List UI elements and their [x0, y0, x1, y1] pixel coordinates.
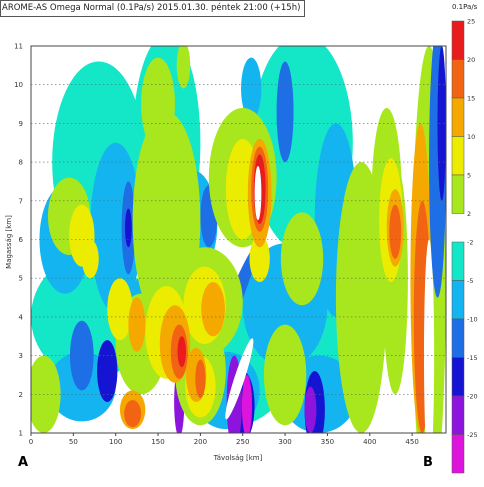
field-region-63 [389, 204, 402, 259]
colorbar-positive: 25 20 15 10 5 2 [451, 18, 475, 218]
x-tick-label-5: 250 [236, 438, 249, 446]
field-region-50 [81, 239, 99, 279]
cbar-neg-swatch-0 [451, 241, 465, 281]
y-tick-label-4: 5 [19, 275, 23, 283]
y-tick-label-3: 4 [19, 313, 24, 321]
cbar-pos-swatch-4 [451, 174, 465, 214]
x-tick-label-0: 0 [29, 438, 33, 446]
field-region-47 [107, 278, 133, 341]
cbar-pos-label-5: 2 [467, 210, 471, 218]
x-tick-label-8: 400 [363, 438, 376, 446]
cbar-neg-swatch-1 [451, 280, 465, 320]
field-region-34 [280, 212, 324, 306]
x-axis-ticks: 0 50 100 150 200 250 300 350 400 450 [29, 433, 419, 446]
cbar-pos-label-4: 5 [467, 172, 471, 180]
y-tick-label-2: 3 [19, 352, 23, 360]
y-tick-label-0: 1 [19, 430, 23, 438]
cbar-pos-swatch-0 [451, 20, 465, 60]
field-region-40 [176, 46, 191, 89]
field-region-28 [276, 61, 294, 163]
field-region-39 [263, 324, 307, 426]
field-region-73 [437, 46, 446, 201]
x-tick-label-1: 50 [69, 438, 78, 446]
plot-frame [30, 45, 447, 434]
x-tick-label-7: 350 [321, 438, 334, 446]
field-region-54 [201, 282, 225, 337]
field-region-60 [195, 359, 206, 399]
cbar-pos-label-1: 20 [467, 56, 475, 64]
omega-field [31, 46, 446, 433]
field-region-66 [254, 165, 262, 221]
field-region-71 [423, 239, 435, 433]
x-axis-label: Távolság [km] [213, 454, 263, 462]
colorbar-unit-label: 0.1Pa/s [452, 3, 478, 11]
y-tick-label-9: 10 [14, 81, 23, 89]
cbar-neg-swatch-5 [451, 434, 465, 474]
y-tick-label-5: 6 [19, 236, 24, 244]
cbar-pos-swatch-1 [451, 59, 465, 99]
section-start-label: A [18, 455, 29, 470]
section-end-label: B [423, 455, 433, 470]
cbar-neg-label-0: -2 [467, 239, 473, 247]
cbar-pos-label-3: 10 [467, 133, 475, 141]
field-region-36 [31, 355, 61, 433]
field-region-17 [69, 320, 94, 391]
y-axis-label: Magasság [km] [5, 215, 13, 269]
y-axis-ticks: 1 2 3 4 5 6 7 8 9 10 11 [14, 43, 23, 438]
field-region-65 [177, 336, 186, 368]
cbar-pos-label-0: 25 [467, 18, 475, 26]
cbar-neg-label-4: -20 [467, 393, 478, 401]
cbar-pos-swatch-3 [451, 136, 465, 176]
field-region-62 [124, 400, 142, 428]
x-tick-label-3: 150 [151, 438, 164, 446]
field-region-67 [225, 338, 254, 420]
field-region-48 [249, 235, 270, 283]
field-region-53 [128, 297, 146, 352]
cbar-neg-swatch-3 [451, 357, 465, 397]
cbar-neg-label-1: -5 [467, 277, 473, 285]
y-tick-label-10: 11 [14, 43, 23, 51]
x-tick-label-4: 200 [194, 438, 207, 446]
field-region-23 [304, 386, 317, 433]
field-region-16 [125, 208, 132, 248]
cbar-neg-label-2: -10 [467, 316, 478, 324]
cbar-neg-label-5: -25 [467, 431, 478, 439]
colorbar-negative: -2 -5 -10 -15 -20 -25 [451, 239, 478, 474]
y-tick-label-1: 2 [19, 391, 23, 399]
cbar-neg-swatch-2 [451, 318, 465, 358]
y-tick-label-8: 9 [19, 120, 23, 128]
field-region-18 [97, 340, 118, 403]
x-tick-label-2: 100 [109, 438, 122, 446]
cbar-pos-label-2: 15 [467, 95, 475, 103]
x-tick-label-9: 450 [405, 438, 418, 446]
field-region-25 [241, 374, 253, 433]
cbar-neg-swatch-4 [451, 395, 465, 435]
cbar-pos-swatch-2 [451, 97, 465, 137]
field-region-27 [241, 57, 262, 120]
chart-title: AROME-AS Omega Normal (0.1Pa/s) 2015.01.… [0, 0, 306, 17]
y-tick-label-6: 7 [19, 197, 23, 205]
cbar-neg-label-3: -15 [467, 354, 478, 362]
y-tick-label-7: 8 [19, 159, 23, 167]
x-tick-label-6: 300 [278, 438, 291, 446]
